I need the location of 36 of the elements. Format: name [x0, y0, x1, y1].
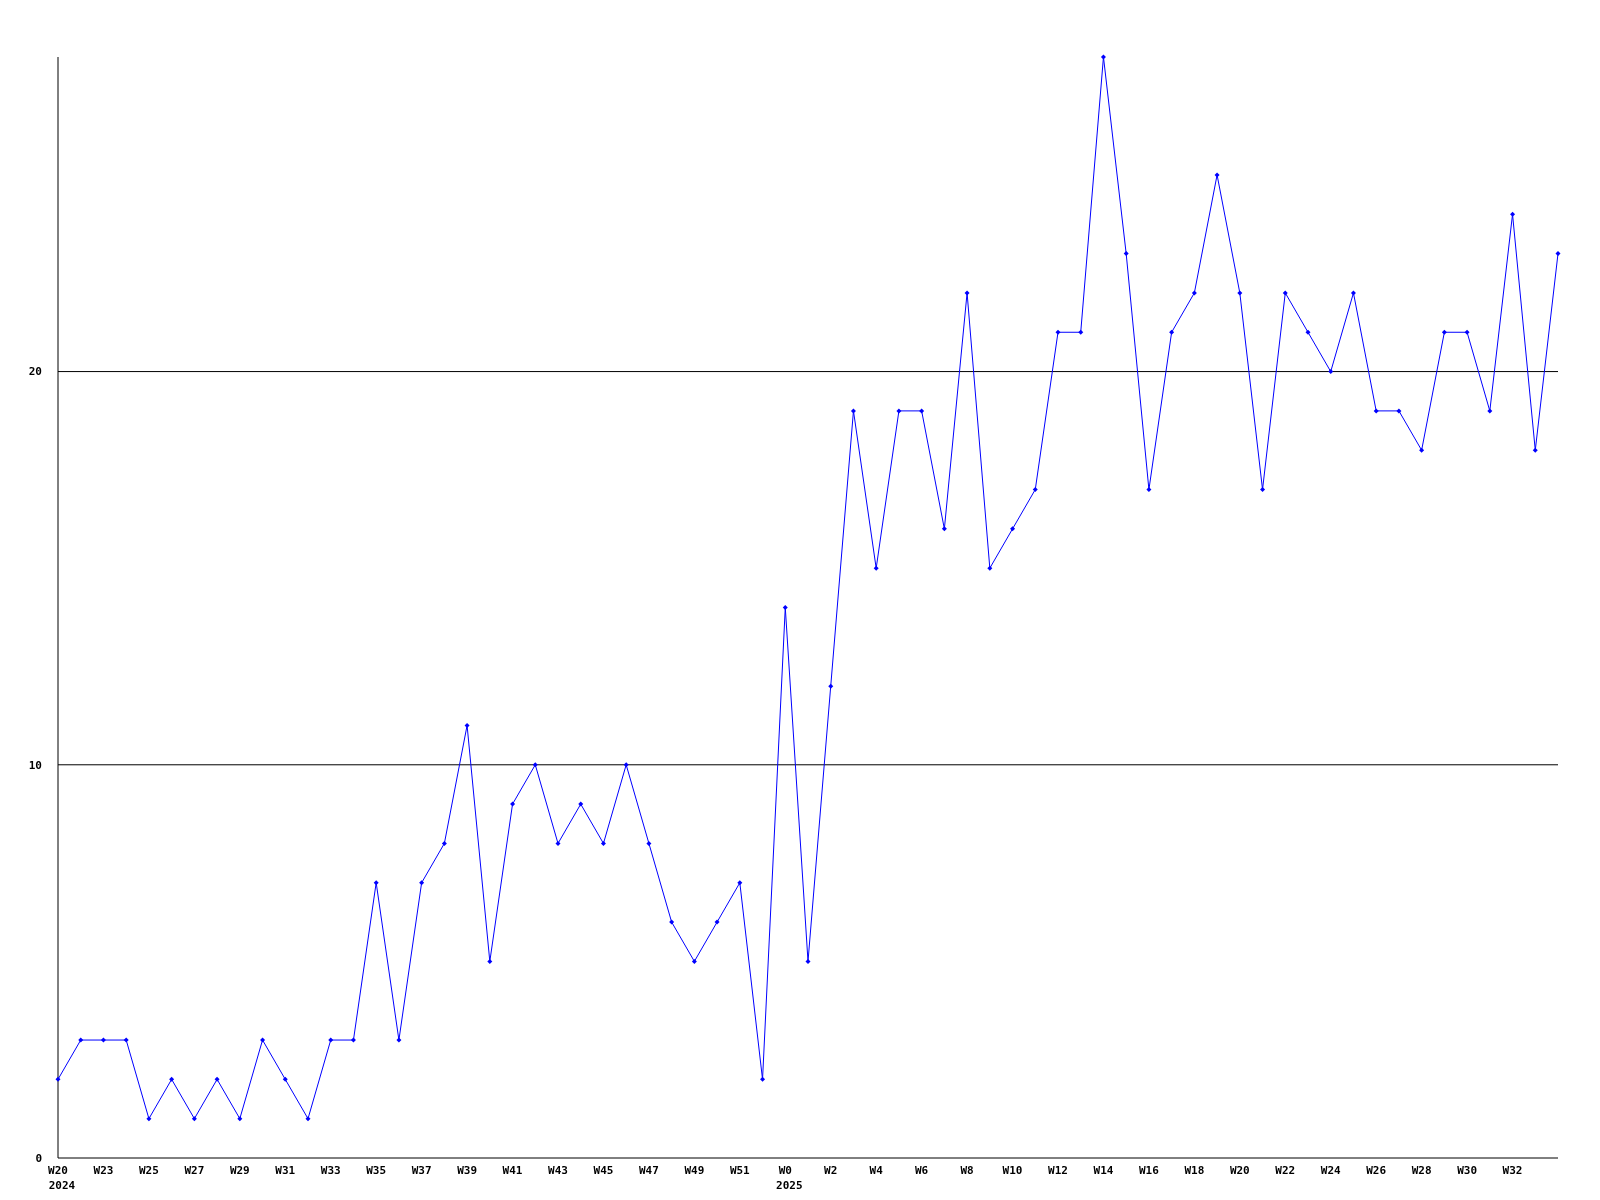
x-tick-label: W24: [1320, 1164, 1342, 1177]
x-tick-label: W33: [320, 1164, 341, 1177]
x-tick-label: W4: [869, 1164, 884, 1177]
x-tick-label: W32: [1502, 1164, 1523, 1177]
x-tick-label: W20: [1229, 1164, 1250, 1177]
x-tick-label: W47: [638, 1164, 659, 1177]
x-tick-label: W49: [684, 1164, 705, 1177]
x-tick-label: W2: [824, 1164, 838, 1177]
x-tick-label: W51: [729, 1164, 751, 1177]
y-tick-label: 10: [28, 758, 42, 772]
x-tick-label: W25: [138, 1164, 159, 1177]
x-tick-label: W43: [548, 1164, 568, 1177]
x-tick-label: W27: [184, 1164, 205, 1177]
x-tick-label: W41: [502, 1164, 523, 1177]
x-tick-label: W39: [457, 1164, 478, 1177]
x-tick-label: W18: [1184, 1164, 1205, 1177]
x-tick-label: W6: [915, 1164, 929, 1177]
x-tick-label: W14: [1093, 1164, 1114, 1177]
y-tick-label: 20: [28, 365, 42, 379]
x-tick-label: W10: [1002, 1164, 1023, 1177]
x-tick-label: W8: [960, 1164, 974, 1177]
x-tick-label: W37: [411, 1164, 432, 1177]
x-tick-label: W26: [1366, 1164, 1387, 1177]
x-tick-label: W23: [93, 1164, 114, 1177]
x-tick-label: W45: [593, 1164, 614, 1177]
x-tick-label: W22: [1275, 1164, 1296, 1177]
x-tick-label: W28: [1411, 1164, 1432, 1177]
x-tick-label: W29: [229, 1164, 250, 1177]
x-tick-label: W35: [366, 1164, 387, 1177]
x-tick-label: W30: [1457, 1164, 1478, 1177]
x-tick-label: W20 2024: [48, 1164, 76, 1192]
x-tick-label: W0 2025: [776, 1164, 803, 1192]
x-tick-label: W31: [275, 1164, 296, 1177]
y-tick-label: 0: [35, 1151, 42, 1165]
x-tick-label: W16: [1138, 1164, 1160, 1177]
x-tick-label: W12: [1048, 1164, 1068, 1177]
